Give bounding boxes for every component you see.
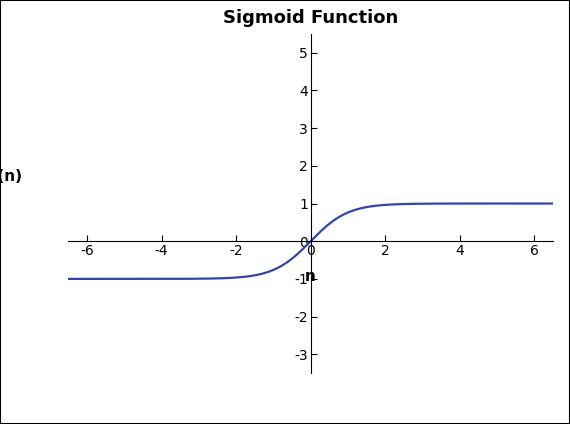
Title: Sigmoid Function: Sigmoid Function [223,9,398,27]
Y-axis label: F(n): F(n) [0,169,23,184]
X-axis label: n: n [305,269,316,284]
